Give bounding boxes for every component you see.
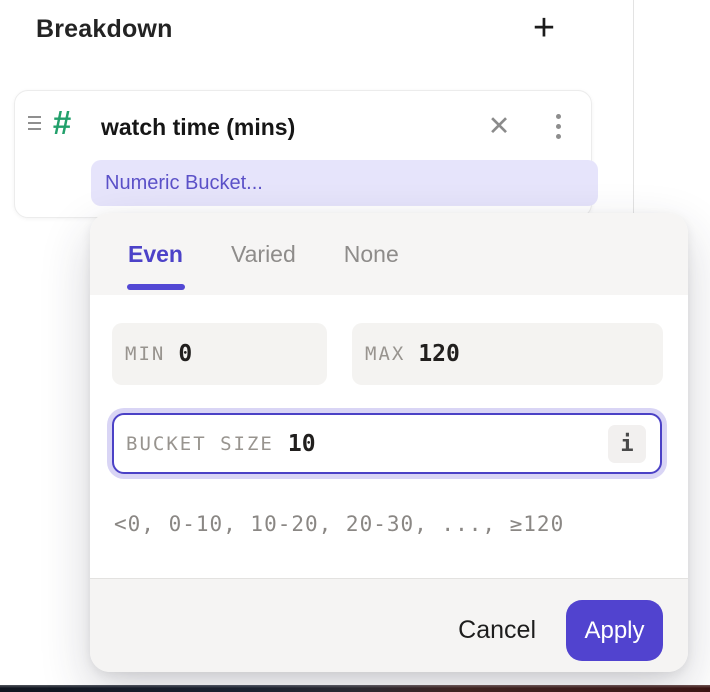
apply-button[interactable]: Apply	[566, 600, 663, 661]
chart-edge-strip	[0, 685, 710, 692]
page-title: Breakdown	[36, 15, 173, 43]
max-input[interactable]: MAX 120	[352, 323, 663, 385]
property-name: watch time (mins)	[101, 114, 296, 140]
numeric-bucket-label: Numeric Bucket...	[105, 171, 263, 194]
section-divider	[633, 0, 634, 213]
active-tab-underline	[127, 284, 185, 290]
bucket-mode-tabs: Even Varied None	[90, 213, 688, 295]
numeric-type-icon: #	[52, 104, 72, 141]
breakdown-card: # watch time (mins) ✕ Numeric Bucket...	[14, 90, 598, 218]
info-button[interactable]: i	[608, 425, 646, 463]
numeric-bucket-pill[interactable]: Numeric Bucket...	[91, 160, 598, 206]
min-input[interactable]: MIN 0	[112, 323, 327, 385]
tab-even[interactable]: Even	[128, 240, 183, 267]
add-breakdown-button[interactable]: +	[524, 6, 564, 50]
more-options-button[interactable]	[543, 104, 573, 148]
close-icon: ✕	[487, 110, 511, 141]
min-label: MIN	[125, 343, 166, 365]
bucket-size-input[interactable]: BUCKET SIZE 10 i	[112, 413, 662, 474]
numeric-bucket-popover: Even Varied None MIN 0 MAX 120 BUCKET SI…	[90, 213, 688, 672]
tab-none[interactable]: None	[343, 240, 399, 267]
info-icon: i	[620, 431, 634, 457]
remove-breakdown-button[interactable]: ✕	[481, 108, 517, 144]
max-value: 120	[418, 341, 460, 367]
tab-varied[interactable]: Varied	[230, 240, 296, 267]
popover-footer: Cancel Apply	[90, 578, 688, 672]
bucket-size-value: 10	[287, 430, 316, 457]
plus-icon: +	[532, 7, 556, 49]
max-label: MAX	[365, 343, 406, 365]
kebab-icon	[555, 113, 561, 139]
bucket-preview: <0, 0-10, 10-20, 20-30, ..., ≥120	[114, 512, 565, 536]
min-value: 0	[178, 341, 193, 367]
drag-handle-icon[interactable]	[21, 110, 47, 136]
bucket-size-label: BUCKET SIZE	[126, 432, 274, 455]
cancel-button[interactable]: Cancel	[458, 616, 536, 644]
